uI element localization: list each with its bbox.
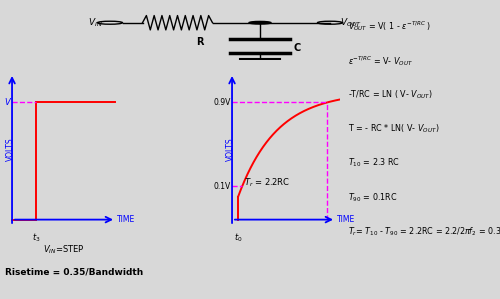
Text: Risetime = 0.35/Bandwidth: Risetime = 0.35/Bandwidth: [5, 268, 143, 277]
Text: TIME: TIME: [337, 215, 355, 224]
Text: $t_0$: $t_0$: [234, 231, 242, 244]
Text: 0.1V: 0.1V: [214, 181, 230, 191]
Text: -T/RC = LN ( V- $V_{OUT}$): -T/RC = LN ( V- $V_{OUT}$): [348, 88, 432, 101]
Text: $V_{OUT}$: $V_{OUT}$: [340, 16, 362, 29]
Text: $T_{90}$ = 0.1RC: $T_{90}$ = 0.1RC: [348, 191, 397, 204]
Text: V: V: [5, 98, 10, 107]
Text: T = - RC * LN( V- $V_{OUT}$): T = - RC * LN( V- $V_{OUT}$): [348, 123, 439, 135]
Text: $T_r$ = 2.2RC: $T_r$ = 2.2RC: [244, 177, 290, 189]
Text: $\varepsilon^{-T/RC}$ = V- $V_{OUT}$: $\varepsilon^{-T/RC}$ = V- $V_{OUT}$: [348, 54, 412, 68]
Text: TIME: TIME: [117, 215, 135, 224]
Text: $T_{10}$ = 2.3 RC: $T_{10}$ = 2.3 RC: [348, 157, 400, 170]
Text: $t_3$: $t_3$: [32, 231, 41, 244]
Text: $T_r$= $T_{10}$ - $T_{90}$ = 2.2RC = 2.2/2$\pi$$f_2$ = 0.35/$f_2$: $T_r$= $T_{10}$ - $T_{90}$ = 2.2RC = 2.2…: [348, 226, 500, 238]
Text: $V_{IN}$=STEP: $V_{IN}$=STEP: [43, 244, 85, 256]
Text: $V_{IN}$: $V_{IN}$: [88, 16, 102, 29]
Circle shape: [249, 22, 271, 24]
Text: C: C: [294, 43, 301, 53]
Text: VOLTS: VOLTS: [226, 138, 235, 161]
Text: 0.9V: 0.9V: [213, 98, 230, 107]
Text: VOLTS: VOLTS: [6, 138, 15, 161]
Text: $V_{OUT}$ = V( 1 - $\varepsilon^{-T/RC}$ ): $V_{OUT}$ = V( 1 - $\varepsilon^{-T/RC}$…: [348, 19, 431, 33]
Text: R: R: [196, 37, 204, 47]
